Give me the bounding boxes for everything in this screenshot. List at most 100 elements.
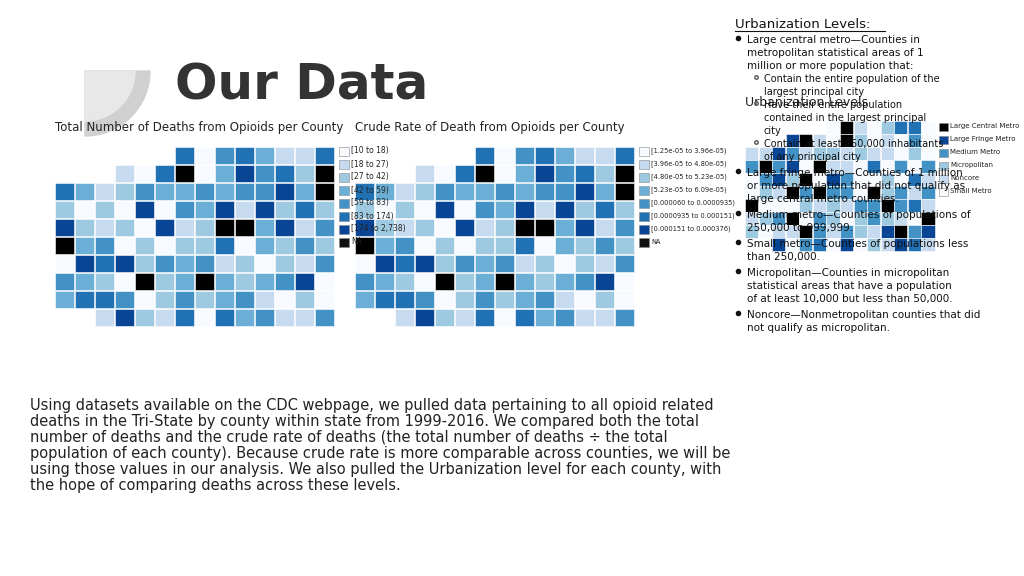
Bar — [615, 183, 635, 200]
Bar — [854, 147, 866, 160]
Bar — [135, 165, 155, 182]
Bar — [295, 146, 314, 164]
Bar — [75, 272, 94, 290]
Text: Large central metro—Counties in: Large central metro—Counties in — [746, 35, 920, 45]
Bar — [475, 165, 495, 182]
Text: million or more population that:: million or more population that: — [746, 61, 913, 71]
Bar — [55, 218, 75, 236]
Bar — [908, 225, 921, 238]
Bar — [455, 255, 474, 272]
Bar — [115, 165, 134, 182]
Text: [10 to 18): [10 to 18) — [351, 146, 389, 156]
Bar — [295, 183, 314, 200]
Bar — [355, 255, 375, 272]
Bar — [575, 183, 594, 200]
Bar — [813, 147, 826, 160]
Bar — [639, 160, 649, 169]
Bar — [355, 183, 375, 200]
Bar — [800, 213, 812, 225]
Bar — [455, 290, 474, 308]
Bar — [922, 238, 935, 251]
Bar — [435, 237, 455, 254]
Bar — [315, 272, 335, 290]
Bar — [455, 200, 474, 218]
Text: [83 to 174): [83 to 174) — [351, 211, 393, 221]
Bar — [745, 147, 758, 160]
Bar — [894, 225, 907, 238]
Bar — [375, 255, 394, 272]
Text: metropolitan statistical areas of 1: metropolitan statistical areas of 1 — [746, 48, 924, 58]
Text: Contain the entire population of the: Contain the entire population of the — [764, 74, 940, 84]
Bar — [595, 183, 614, 200]
Bar — [455, 165, 474, 182]
Bar — [435, 218, 455, 236]
Bar — [535, 218, 554, 236]
Bar — [455, 272, 474, 290]
Bar — [840, 187, 853, 199]
Bar — [455, 309, 474, 326]
Bar — [155, 183, 174, 200]
Bar — [315, 165, 335, 182]
Bar — [939, 175, 948, 183]
Bar — [939, 149, 948, 157]
Bar — [234, 290, 254, 308]
Bar — [115, 183, 134, 200]
Bar — [535, 290, 554, 308]
Bar — [745, 199, 758, 212]
Bar — [355, 200, 375, 218]
Bar — [555, 272, 574, 290]
Text: Large fringe metro—Counties of 1 million: Large fringe metro—Counties of 1 million — [746, 168, 963, 178]
Bar — [555, 165, 574, 182]
Bar — [95, 272, 115, 290]
Bar — [840, 160, 853, 173]
Bar — [115, 272, 134, 290]
Bar — [455, 183, 474, 200]
Text: Total Number of Deaths from Opioids per County: Total Number of Deaths from Opioids per … — [55, 121, 343, 134]
Bar — [785, 173, 799, 186]
Bar — [595, 200, 614, 218]
Bar — [155, 237, 174, 254]
Bar — [639, 212, 649, 221]
Bar — [772, 213, 785, 225]
Bar — [255, 255, 274, 272]
Bar — [555, 309, 574, 326]
Bar — [115, 218, 134, 236]
Bar — [339, 238, 349, 247]
Bar — [115, 255, 134, 272]
Bar — [881, 238, 894, 251]
Bar — [639, 199, 649, 208]
Bar — [355, 272, 375, 290]
Text: or more population that did not qualify as: or more population that did not qualify … — [746, 181, 966, 191]
Bar — [495, 165, 514, 182]
Bar — [195, 218, 214, 236]
Bar — [395, 309, 415, 326]
Bar — [339, 186, 349, 195]
Bar — [175, 272, 195, 290]
Bar — [908, 160, 921, 173]
Bar — [894, 238, 907, 251]
Bar — [867, 225, 881, 238]
Bar — [155, 272, 174, 290]
Text: number of deaths and the crude rate of deaths (the total number of deaths ÷ the : number of deaths and the crude rate of d… — [30, 430, 668, 445]
Bar — [55, 183, 75, 200]
Bar — [826, 187, 840, 199]
Bar — [315, 218, 335, 236]
Bar — [339, 212, 349, 221]
Bar — [395, 255, 415, 272]
Bar — [475, 272, 495, 290]
Bar — [908, 238, 921, 251]
Bar — [826, 122, 840, 134]
Bar — [515, 165, 535, 182]
Bar — [826, 147, 840, 160]
Bar — [255, 237, 274, 254]
Bar — [826, 173, 840, 186]
Bar — [315, 290, 335, 308]
Bar — [415, 183, 434, 200]
Bar — [135, 200, 155, 218]
Bar — [759, 225, 772, 238]
Bar — [135, 290, 155, 308]
Bar — [495, 200, 514, 218]
Bar — [595, 237, 614, 254]
Bar — [55, 237, 75, 254]
Bar — [535, 255, 554, 272]
